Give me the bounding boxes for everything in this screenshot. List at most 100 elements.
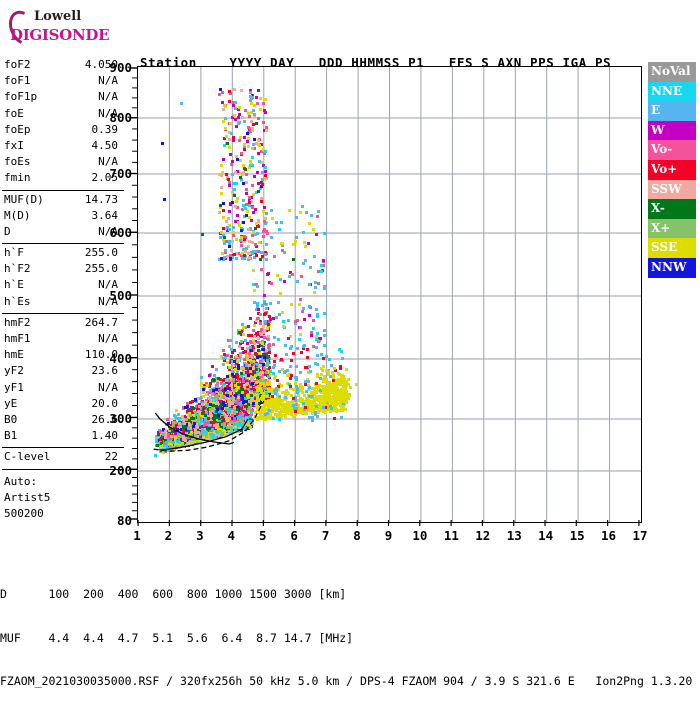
- param-key: yF1: [4, 381, 24, 394]
- param-row-yf1: yF1 N/A: [0, 381, 128, 397]
- param-divider: [2, 447, 124, 448]
- param-value: 255.0: [85, 262, 118, 275]
- x-axis-label-4: 4: [217, 528, 245, 543]
- y-axis-label-200: 200: [90, 463, 132, 478]
- y-axis-label-500: 500: [90, 288, 132, 303]
- param-row-fof1: foF1 N/A: [0, 74, 128, 90]
- y-axis-label-600: 600: [90, 225, 132, 240]
- param-key: yE: [4, 397, 17, 410]
- x-axis-label-1: 1: [123, 528, 151, 543]
- param-key: C-level: [4, 450, 50, 463]
- y-axis-label-400: 400: [90, 351, 132, 366]
- param-row-hmf2: hmF2 264.7: [0, 316, 128, 332]
- x-axis-label-3: 3: [186, 528, 214, 543]
- logo-digisonde-text: DIGISONDE: [10, 26, 109, 44]
- param-key: hmE: [4, 348, 24, 361]
- param-key: h`F2: [4, 262, 31, 275]
- param-key: yF2: [4, 364, 24, 377]
- param-key: h`F: [4, 246, 24, 259]
- legend-item-noval[interactable]: NoVal: [648, 62, 696, 82]
- param-value: 22: [105, 450, 118, 463]
- x-axis-label-7: 7: [312, 528, 340, 543]
- param-row-hf: h`F 255.0: [0, 246, 128, 262]
- param-row-yf2: yF2 23.6: [0, 364, 128, 380]
- param-value: 23.6: [92, 364, 119, 377]
- legend-item-nne[interactable]: NNE: [648, 82, 696, 102]
- param-key: B0: [4, 413, 17, 426]
- legend-item-e[interactable]: E: [648, 101, 696, 121]
- x-axis-label-5: 5: [249, 528, 277, 543]
- legend-item-x[interactable]: X-: [648, 199, 696, 219]
- param-value: N/A: [98, 332, 118, 345]
- param-row-mufd: MUF(D) 14.73: [0, 193, 128, 209]
- footer-info: D 100 200 400 600 800 1000 1500 3000 [km…: [0, 558, 692, 703]
- legend-item-vo[interactable]: Vo-: [648, 140, 696, 160]
- param-divider: [2, 190, 124, 191]
- footer-file-row: FZAOM_2021030035000.RSF / 320fx256h 50 k…: [0, 674, 692, 689]
- auto-line-1: Artist5: [4, 490, 128, 506]
- param-key: foF1p: [4, 90, 37, 103]
- param-key: hmF1: [4, 332, 31, 345]
- y-axis-label-300: 300: [90, 411, 132, 426]
- param-key: foE: [4, 107, 24, 120]
- param-divider: [2, 243, 124, 244]
- y-axis-label-80: 80: [90, 513, 132, 528]
- param-value: 14.73: [85, 193, 118, 206]
- param-value: N/A: [98, 90, 118, 103]
- param-key: h`E: [4, 278, 24, 291]
- legend-item-ssw[interactable]: SSW: [648, 180, 696, 200]
- param-key: fmin: [4, 171, 31, 184]
- logo-lowell-text: Lowell: [34, 9, 81, 24]
- legend-item-sse[interactable]: SSE: [648, 238, 696, 258]
- param-value: 3.64: [92, 209, 119, 222]
- param-row-fxi: fxI 4.50: [0, 139, 128, 155]
- param-value: 264.7: [85, 316, 118, 329]
- param-key: foEs: [4, 155, 31, 168]
- param-value: N/A: [98, 381, 118, 394]
- param-key: B1: [4, 429, 17, 442]
- param-row-hmf1: hmF1 N/A: [0, 332, 128, 348]
- x-axis-label-13: 13: [500, 528, 528, 543]
- param-key: h`Es: [4, 295, 31, 308]
- footer-distance-row: D 100 200 400 600 800 1000 1500 3000 [km…: [0, 587, 692, 602]
- param-key: foEp: [4, 123, 31, 136]
- x-axis-label-17: 17: [626, 528, 654, 543]
- param-key: fxI: [4, 139, 24, 152]
- param-key: hmF2: [4, 316, 31, 329]
- footer-muf-row: MUF 4.4 4.4 4.7 5.1 5.6 6.4 8.7 14.7 [MH…: [0, 631, 692, 646]
- lowell-digisonde-logo: Lowell DIGISONDE: [8, 8, 128, 50]
- param-key: foF1: [4, 74, 31, 87]
- y-axis-label-800: 800: [90, 110, 132, 125]
- x-axis-label-14: 14: [532, 528, 560, 543]
- legend-item-nnw[interactable]: NNW: [648, 258, 696, 278]
- param-row-b1: B1 1.40: [0, 429, 128, 445]
- y-axis-label-700: 700: [90, 166, 132, 181]
- param-row-fof1p: foF1p N/A: [0, 90, 128, 106]
- legend-item-x[interactable]: X+: [648, 219, 696, 239]
- param-value: 1.40: [92, 429, 119, 442]
- x-axis-label-12: 12: [469, 528, 497, 543]
- param-row-hf2: h`F2 255.0: [0, 262, 128, 278]
- param-value: N/A: [98, 74, 118, 87]
- legend-item-w[interactable]: W: [648, 121, 696, 141]
- param-value: 255.0: [85, 246, 118, 259]
- x-axis-label-10: 10: [406, 528, 434, 543]
- x-axis-label-8: 8: [343, 528, 371, 543]
- x-axis-label-15: 15: [563, 528, 591, 543]
- ionogram-plot: [137, 66, 642, 523]
- y-axis-label-900: 900: [90, 60, 132, 75]
- param-key: D: [4, 225, 11, 238]
- param-value: 4.50: [92, 139, 119, 152]
- x-axis-label-9: 9: [375, 528, 403, 543]
- x-axis-label-6: 6: [280, 528, 308, 543]
- param-key: MUF(D): [4, 193, 44, 206]
- x-axis-label-16: 16: [595, 528, 623, 543]
- param-value: 20.0: [92, 397, 119, 410]
- x-axis-label-2: 2: [154, 528, 182, 543]
- legend-item-vo[interactable]: Vo+: [648, 160, 696, 180]
- param-key: foF2: [4, 58, 31, 71]
- x-axis-label-11: 11: [437, 528, 465, 543]
- param-row-md: M(D)3.64: [0, 209, 128, 225]
